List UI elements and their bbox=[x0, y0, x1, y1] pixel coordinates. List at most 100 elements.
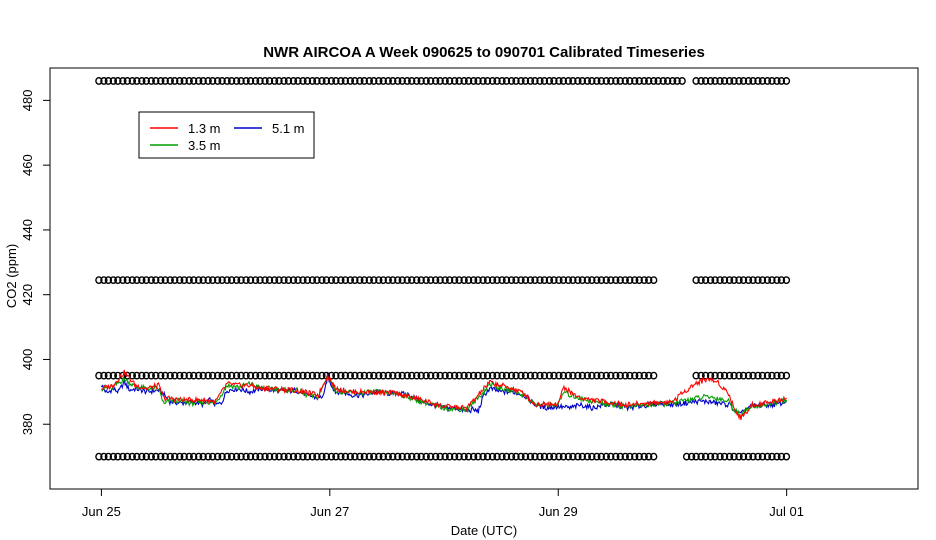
reference-marker bbox=[332, 276, 340, 285]
reference-marker bbox=[213, 276, 222, 285]
reference-marker bbox=[616, 452, 624, 461]
reference-marker bbox=[650, 452, 658, 461]
reference-marker bbox=[768, 371, 776, 380]
reference-marker bbox=[602, 276, 611, 285]
reference-marker bbox=[521, 276, 530, 285]
reference-marker bbox=[493, 77, 501, 85]
reference-marker bbox=[332, 371, 340, 380]
reference-marker bbox=[327, 276, 336, 285]
reference-marker bbox=[261, 77, 269, 85]
reference-marker bbox=[645, 452, 653, 461]
reference-marker bbox=[720, 276, 729, 285]
reference-marker bbox=[588, 77, 596, 85]
reference-marker bbox=[318, 77, 326, 85]
reference-marker bbox=[758, 276, 767, 285]
reference-marker bbox=[327, 452, 336, 461]
reference-marker bbox=[370, 371, 378, 380]
reference-marker bbox=[469, 452, 478, 461]
reference-marker bbox=[621, 452, 629, 461]
reference-marker bbox=[242, 452, 250, 461]
reference-marker bbox=[768, 276, 776, 285]
reference-marker bbox=[502, 452, 511, 461]
reference-marker bbox=[436, 77, 444, 85]
reference-marker bbox=[635, 77, 643, 85]
reference-marker bbox=[180, 371, 188, 380]
reference-marker bbox=[109, 276, 118, 285]
reference-marker bbox=[474, 452, 482, 461]
reference-marker bbox=[403, 77, 411, 85]
reference-marker bbox=[645, 77, 653, 85]
reference-marker bbox=[208, 371, 217, 380]
reference-marker bbox=[626, 77, 634, 85]
reference-marker bbox=[280, 77, 288, 85]
reference-marker bbox=[583, 371, 592, 380]
reference-marker bbox=[555, 77, 563, 85]
reference-marker bbox=[284, 371, 293, 380]
reference-marker bbox=[460, 276, 468, 285]
reference-marker bbox=[417, 371, 425, 380]
y-tick-label: 460 bbox=[20, 154, 35, 176]
reference-marker bbox=[697, 276, 705, 285]
reference-marker bbox=[716, 371, 724, 380]
reference-marker bbox=[398, 371, 406, 380]
reference-marker bbox=[394, 276, 402, 285]
reference-marker bbox=[521, 371, 530, 380]
reference-marker bbox=[749, 77, 757, 85]
reference-marker bbox=[602, 452, 611, 461]
reference-marker bbox=[654, 77, 662, 85]
reference-marker bbox=[356, 77, 364, 85]
reference-marker bbox=[133, 371, 141, 380]
reference-marker bbox=[294, 371, 302, 380]
reference-marker bbox=[725, 77, 734, 85]
reference-marker bbox=[640, 452, 648, 461]
reference-marker bbox=[265, 452, 274, 461]
reference-marker bbox=[275, 276, 283, 285]
reference-marker bbox=[701, 77, 710, 85]
reference-marker bbox=[507, 276, 516, 285]
reference-marker bbox=[782, 77, 791, 85]
reference-marker bbox=[246, 77, 255, 85]
reference-marker bbox=[749, 452, 757, 461]
reference-marker bbox=[176, 77, 184, 85]
reference-marker bbox=[289, 77, 298, 85]
reference-marker bbox=[189, 77, 198, 85]
reference-marker bbox=[360, 77, 369, 85]
reference-marker bbox=[545, 371, 554, 380]
reference-marker bbox=[773, 371, 781, 380]
reference-marker bbox=[270, 77, 279, 85]
reference-marker bbox=[166, 77, 174, 85]
reference-marker bbox=[711, 371, 719, 380]
reference-marker bbox=[251, 77, 260, 85]
reference-marker bbox=[152, 371, 160, 380]
reference-marker bbox=[251, 371, 260, 380]
reference-marker bbox=[488, 452, 497, 461]
reference-marker bbox=[735, 276, 743, 285]
reference-marker bbox=[711, 452, 719, 461]
reference-marker bbox=[370, 452, 378, 461]
series-lines bbox=[100, 369, 788, 421]
reference-marker bbox=[237, 452, 245, 461]
reference-marker bbox=[493, 452, 501, 461]
reference-marker bbox=[123, 276, 132, 285]
reference-marker bbox=[673, 77, 681, 85]
reference-marker bbox=[100, 452, 108, 461]
reference-marker bbox=[208, 452, 217, 461]
reference-marker bbox=[256, 452, 264, 461]
series-line bbox=[100, 369, 787, 421]
reference-marker bbox=[109, 77, 118, 85]
reference-marker bbox=[621, 77, 629, 85]
reference-marker bbox=[431, 276, 440, 285]
reference-marker bbox=[422, 452, 430, 461]
reference-marker bbox=[223, 371, 231, 380]
reference-marker bbox=[294, 77, 302, 85]
reference-marker bbox=[773, 452, 781, 461]
reference-marker bbox=[701, 276, 710, 285]
reference-marker bbox=[569, 276, 577, 285]
reference-marker bbox=[199, 371, 207, 380]
x-tick-label: Jul 01 bbox=[769, 504, 804, 519]
reference-marker bbox=[450, 452, 459, 461]
reference-marker bbox=[483, 452, 492, 461]
reference-marker bbox=[157, 452, 165, 461]
reference-marker bbox=[578, 452, 587, 461]
reference-marker bbox=[607, 371, 615, 380]
